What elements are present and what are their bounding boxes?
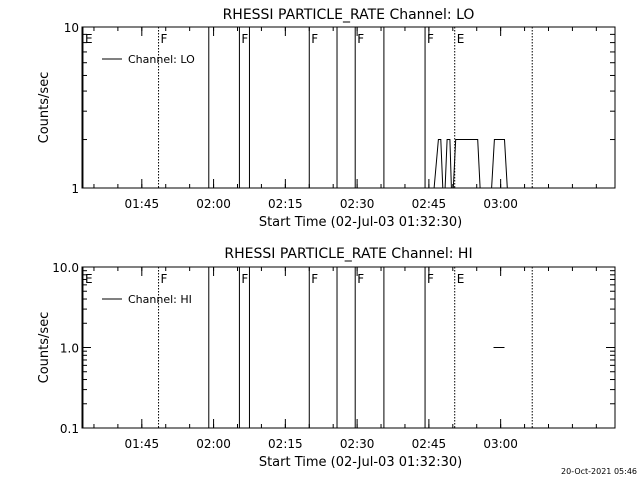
x-tick-label: 01:45 bbox=[125, 197, 160, 211]
x-tick-label: 02:15 bbox=[268, 437, 303, 451]
event-marker-label: E bbox=[85, 32, 93, 46]
series-line bbox=[429, 139, 511, 189]
event-marker-label: F bbox=[311, 32, 318, 46]
x-tick-label: 02:45 bbox=[412, 437, 447, 451]
x-tick-label: 02:00 bbox=[196, 437, 231, 451]
x-tick-label: 02:45 bbox=[412, 197, 447, 211]
x-tick-label: 03:00 bbox=[483, 197, 518, 211]
event-marker-label: E bbox=[457, 32, 465, 46]
event-marker-label: F bbox=[241, 32, 248, 46]
chart-title: RHESSI PARTICLE_RATE Channel: LO bbox=[223, 7, 475, 23]
x-tick-label: 01:45 bbox=[125, 437, 160, 451]
x-tick-label: 02:00 bbox=[196, 197, 231, 211]
legend-label: Channel: HI bbox=[128, 293, 192, 306]
legend-label: Channel: LO bbox=[128, 53, 195, 66]
x-tick-label: 02:30 bbox=[340, 437, 375, 451]
event-marker-label: F bbox=[161, 272, 168, 286]
plot-frame bbox=[81, 26, 616, 189]
event-marker-label: E bbox=[457, 272, 465, 286]
y-tick-label: 0.1 bbox=[60, 422, 79, 436]
x-tick-label: 02:30 bbox=[340, 197, 375, 211]
event-marker-label: E bbox=[85, 272, 93, 286]
x-tick-label: 02:15 bbox=[268, 197, 303, 211]
x-axis-label: Start Time (02-Jul-03 01:32:30) bbox=[259, 455, 462, 470]
plot-frame bbox=[81, 266, 616, 429]
event-marker-label: F bbox=[357, 32, 364, 46]
event-marker-label: F bbox=[311, 272, 318, 286]
x-tick-label: 03:00 bbox=[483, 437, 518, 451]
y-tick-label: 10 bbox=[64, 21, 79, 35]
panel-lo: RHESSI PARTICLE_RATE Channel: LO 1 10 Count… bbox=[37, 7, 616, 230]
y-axis-label: Counts/sec bbox=[37, 72, 52, 144]
chart-title: RHESSI PARTICLE_RATE Channel: HI bbox=[224, 246, 472, 262]
event-marker-label: F bbox=[427, 272, 434, 286]
event-marker-label: F bbox=[241, 272, 248, 286]
event-marker-label: F bbox=[357, 272, 364, 286]
y-tick-label: 10.0 bbox=[52, 261, 79, 275]
y-tick-label: 1.0 bbox=[60, 342, 79, 356]
footer-timestamp: 20-Oct-2021 05:46 bbox=[561, 467, 637, 476]
y-tick-label: 1 bbox=[71, 182, 79, 196]
event-marker-label: F bbox=[161, 32, 168, 46]
event-marker-label: F bbox=[427, 32, 434, 46]
panel-hi: RHESSI PARTICLE_RATE Channel: HI 0.1 1.0 10… bbox=[37, 246, 616, 470]
y-axis-label: Counts/sec bbox=[37, 312, 52, 384]
x-axis-label: Start Time (02-Jul-03 01:32:30) bbox=[259, 215, 462, 230]
